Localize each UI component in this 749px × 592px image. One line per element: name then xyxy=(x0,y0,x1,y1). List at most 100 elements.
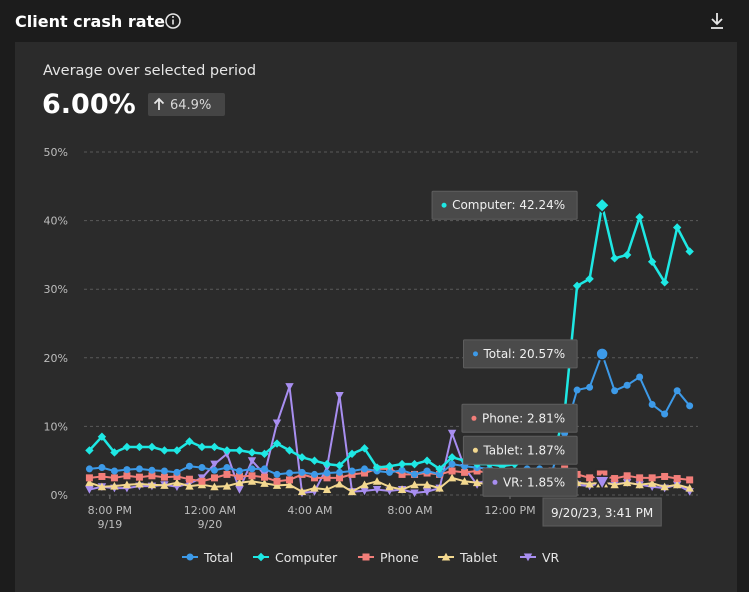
marker xyxy=(110,481,119,490)
marker xyxy=(397,485,407,494)
marker xyxy=(122,442,132,452)
marker xyxy=(686,476,694,484)
marker xyxy=(248,465,256,473)
marker xyxy=(210,466,218,474)
marker xyxy=(611,387,619,395)
marker xyxy=(235,467,243,475)
tooltip-time: 9/20/23, 3:41 PM xyxy=(542,497,662,527)
marker xyxy=(173,472,181,480)
marker xyxy=(472,478,482,487)
marker xyxy=(185,475,193,483)
marker xyxy=(685,483,694,492)
marker xyxy=(147,480,157,489)
marker xyxy=(256,552,266,562)
info-icon[interactable] xyxy=(165,13,181,29)
tooltip-time-box xyxy=(542,497,662,527)
tooltip-text: Computer: 42.24% xyxy=(452,198,565,212)
marker xyxy=(223,464,231,472)
marker xyxy=(298,468,306,476)
marker xyxy=(648,474,656,482)
tooltip-dot xyxy=(472,447,478,453)
marker xyxy=(595,347,609,361)
marker xyxy=(247,448,257,457)
marker xyxy=(210,442,219,452)
tooltip-box xyxy=(462,435,578,465)
marker xyxy=(611,475,619,483)
tooltip-dot xyxy=(471,415,477,421)
marker xyxy=(272,439,282,448)
marker xyxy=(360,480,369,489)
marker xyxy=(110,474,118,482)
marker xyxy=(385,482,394,491)
marker xyxy=(247,477,257,485)
marker xyxy=(147,442,157,452)
tooltip-dot xyxy=(472,351,478,357)
marker xyxy=(422,488,432,496)
marker xyxy=(673,475,681,483)
tooltip-box xyxy=(431,190,578,220)
marker xyxy=(423,467,431,475)
marker xyxy=(593,196,611,214)
marker xyxy=(322,459,332,469)
marker xyxy=(260,479,269,487)
marker xyxy=(573,386,581,394)
marker xyxy=(335,479,344,488)
marker xyxy=(123,466,131,474)
marker xyxy=(422,456,432,465)
tooltip: Phone: 2.81% xyxy=(461,403,578,433)
legend-label: Total xyxy=(203,550,233,565)
marker xyxy=(235,446,244,455)
marker xyxy=(635,212,644,222)
marker xyxy=(273,470,281,478)
marker xyxy=(410,459,419,469)
marker xyxy=(311,470,319,478)
marker xyxy=(135,473,143,481)
marker xyxy=(148,472,156,480)
marker xyxy=(360,444,369,453)
marker xyxy=(385,461,394,471)
tooltip: Tablet: 1.87% xyxy=(462,435,578,465)
marker xyxy=(185,437,194,446)
marker xyxy=(335,392,344,400)
marker xyxy=(435,483,444,492)
info-stem xyxy=(172,19,174,25)
tooltip: Total: 20.57% xyxy=(462,339,578,369)
marker xyxy=(448,460,456,468)
marker xyxy=(648,400,656,408)
marker xyxy=(260,449,269,459)
summary-value: 6.00% xyxy=(42,89,136,120)
download-icon[interactable] xyxy=(711,13,723,29)
info-dot xyxy=(172,16,174,18)
marker xyxy=(85,465,93,473)
marker xyxy=(372,477,382,485)
marker xyxy=(647,479,657,487)
info-circle xyxy=(165,13,181,29)
widget-title: Client crash rate xyxy=(15,12,165,31)
x-tick-label: 8:00 PM 9/19 xyxy=(88,504,132,531)
marker xyxy=(636,474,644,482)
marker xyxy=(210,482,219,491)
marker xyxy=(135,442,144,452)
x-tick-label: 12:00 PM xyxy=(484,504,535,517)
marker xyxy=(460,477,469,485)
marker xyxy=(647,257,657,266)
tooltip-box xyxy=(482,467,578,497)
marker xyxy=(686,402,694,410)
marker xyxy=(97,432,107,441)
marker xyxy=(347,449,357,459)
marker xyxy=(135,465,143,473)
marker xyxy=(160,481,169,489)
marker xyxy=(160,467,168,475)
marker xyxy=(286,469,294,477)
marker xyxy=(248,472,256,480)
marker xyxy=(222,481,232,490)
marker xyxy=(223,470,231,478)
legend-label: Phone xyxy=(380,550,419,565)
summary-label: Average over selected period xyxy=(43,63,256,79)
marker xyxy=(85,486,94,494)
marker xyxy=(623,381,631,389)
y-tick-label: 50% xyxy=(44,146,68,159)
marker xyxy=(97,482,107,491)
marker xyxy=(435,464,444,474)
